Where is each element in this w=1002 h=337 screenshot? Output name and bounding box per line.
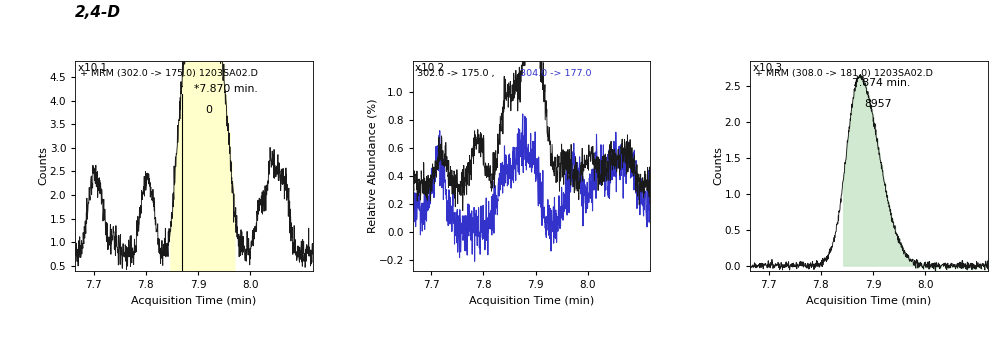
Text: 8957: 8957 [864, 99, 891, 109]
X-axis label: Acquisition Time (min): Acquisition Time (min) [469, 296, 593, 306]
Text: x10 3: x10 3 [752, 63, 781, 73]
Y-axis label: Counts: Counts [38, 147, 48, 185]
Text: + MRM (302.0 -> 175.0) 1203SA02.D: + MRM (302.0 -> 175.0) 1203SA02.D [80, 69, 258, 78]
Text: *7.870 min.: *7.870 min. [193, 84, 258, 94]
Text: + MRM (308.0 -> 181.0) 1203SA02.D: + MRM (308.0 -> 181.0) 1203SA02.D [755, 69, 932, 78]
Y-axis label: Relative Abundance (%): Relative Abundance (%) [367, 99, 377, 233]
X-axis label: Acquisition Time (min): Acquisition Time (min) [131, 296, 257, 306]
Text: x10 1: x10 1 [77, 63, 106, 73]
Text: 304.0 -> 177.0: 304.0 -> 177.0 [517, 69, 591, 78]
Text: 0: 0 [204, 105, 211, 115]
Text: 7.874 min.: 7.874 min. [852, 78, 910, 88]
Text: 302.0 -> 175.0 ,: 302.0 -> 175.0 , [417, 69, 495, 78]
X-axis label: Acquisition Time (min): Acquisition Time (min) [806, 296, 931, 306]
Y-axis label: Counts: Counts [712, 147, 722, 185]
Text: 2,4-D: 2,4-D [75, 5, 121, 20]
Text: x10 2: x10 2 [415, 63, 444, 73]
